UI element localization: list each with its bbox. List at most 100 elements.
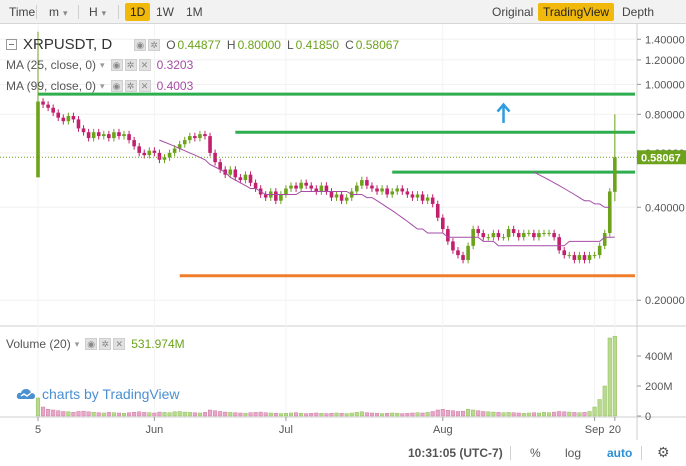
close-icon[interactable]: ✕ [138,80,151,92]
volume-bar [567,411,572,417]
candle-body [284,188,288,195]
volume-bar [101,412,106,417]
close-icon[interactable]: ✕ [113,338,126,350]
settings-gear-icon[interactable]: ⚙ [657,444,670,460]
candle-body [71,115,76,120]
candle-body [425,197,430,201]
chevron-down-icon[interactable]: ▾ [100,80,105,91]
volume-bar [521,413,526,417]
candle-body [314,188,319,192]
depth-view-button[interactable]: Depth [622,5,655,19]
volume-bar [86,411,91,417]
up-arrow-annotation[interactable] [496,102,511,123]
candle-body [36,101,40,178]
eye-icon[interactable]: ◉ [110,80,123,92]
candle-body [41,101,45,105]
volume-bar [516,412,521,417]
volume-bar [592,406,597,417]
candle-body [451,241,455,251]
time-menu-button[interactable]: Time [9,5,36,19]
volume-bar [466,409,471,417]
volume-bar [435,409,440,417]
hour-interval-dropdown[interactable]: H [84,3,111,21]
candle-body [167,152,172,158]
volume-bar [506,412,511,417]
volume-bar [142,412,147,417]
close-icon[interactable]: ✕ [138,59,151,71]
interval-1w-button[interactable]: 1W [156,5,174,19]
candle-body [567,255,572,257]
candle-body [46,104,50,108]
candle-body [344,197,349,201]
candle-body [491,233,496,238]
candle-body [147,150,152,156]
gear-icon[interactable]: ✲ [99,338,112,350]
ma25-legend: MA (25, close, 0) ▾ ◉ ✲ ✕ 0.3203 [6,58,193,72]
chevron-down-icon[interactable]: ▾ [74,338,80,349]
log-scale-toggle[interactable]: log [565,446,582,460]
minute-interval-dropdown[interactable]: m [44,3,73,21]
candle-body [405,191,410,195]
candle-body [162,157,167,160]
volume-bar [334,412,339,417]
percent-scale-toggle[interactable]: % [530,446,541,460]
close-label: C [345,37,354,52]
tradingview-branding[interactable]: charts by TradingView [16,386,179,402]
auto-scale-toggle[interactable]: auto [607,446,633,460]
candle-body [521,233,526,238]
horizontal-levels[interactable] [38,92,635,278]
candle-body [354,185,359,192]
chevron-down-icon[interactable]: ▾ [100,59,105,70]
volume-bar [602,385,607,417]
ma99-value: 0.4003 [156,79,194,93]
candle-body [360,180,364,186]
volume-bar [410,412,415,417]
eye-icon[interactable]: ◉ [110,59,123,71]
candle-body [496,233,501,238]
candle-body [547,233,551,235]
last-price-tag-bg [637,150,686,165]
gear-icon[interactable]: ✲ [148,38,161,51]
symbol-title: XRPUSDT, D [23,36,113,53]
candle-body [375,188,379,192]
candle-body [420,194,425,201]
volume-bar [319,413,324,417]
interval-1m-button[interactable]: 1M [186,5,203,19]
candle-body [602,233,607,246]
volume-bar [268,412,273,417]
volume-bar [197,412,202,417]
volume-bar [56,410,61,417]
candle-body [587,255,592,260]
arrow-head[interactable] [496,102,511,113]
original-view-button[interactable]: Original [492,5,534,19]
volume-bar [233,412,238,417]
close-value: 0.58067 [355,37,400,52]
candle-body [198,134,202,139]
candle-body [516,233,521,238]
interval-1d-button[interactable]: 1D [125,3,151,21]
chart-canvas[interactable]: 0.200000.400000.600000.800001.000001.200… [0,24,686,466]
candle-body [597,245,602,256]
candle-body [51,107,55,113]
eye-icon[interactable]: ◉ [134,38,147,51]
candle-body [243,174,248,181]
price-tick-label: 0.40000 [645,202,685,214]
volume-bar [400,413,405,417]
candle-body [66,115,71,122]
chart-toolbar: Time m H 1D 1W 1M Original TradingView D… [0,0,686,24]
eye-icon[interactable]: ◉ [85,338,98,350]
candle-body [582,255,587,260]
price-chart[interactable]: 0.200000.400000.600000.800001.000001.200… [0,24,686,466]
tradingview-view-button[interactable]: TradingView [538,3,615,21]
volume-bar [405,413,410,417]
candle-body [395,188,400,192]
volume-bar [71,412,76,417]
gear-icon[interactable]: ✲ [124,80,137,92]
volume-bar [385,413,390,417]
candle-body [172,148,177,153]
collapse-legend-icon[interactable] [6,39,17,50]
open-value: 0.44877 [177,37,221,52]
gear-icon[interactable]: ✲ [124,59,137,71]
time-axis[interactable]: 5 Jun Jul Aug Sep 20 [35,417,621,436]
candle-body [213,152,217,163]
